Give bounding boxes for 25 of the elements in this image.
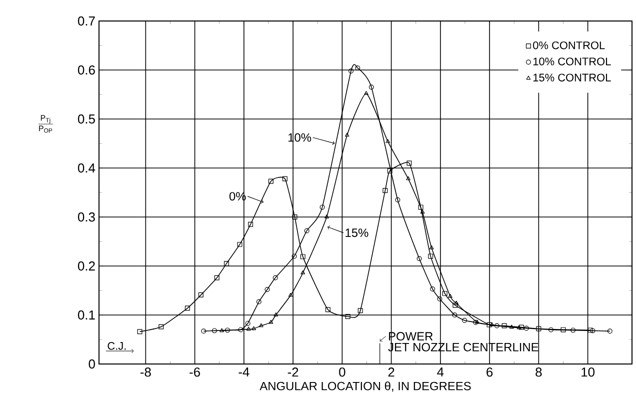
legend-label: 15% CONTROL (533, 74, 611, 82)
x-tick-label: -8 (140, 368, 151, 377)
x-tick-label: 6 (486, 368, 493, 377)
y-axis-title: $\frac{\mathrm{P}_{\mathrm{Tj}}}{\mathrm{P}_{\mathrm{OP}}}$ (38, 115, 53, 133)
x-tick-label: 8 (536, 368, 542, 377)
x-tick-label: -2 (288, 368, 298, 377)
x-tick-label: 2 (388, 368, 394, 377)
y-tick-label: 0.5 (78, 114, 95, 124)
x-tick-label: 0 (339, 368, 346, 377)
legend-label: 10% CONTROL (533, 58, 611, 66)
x-tick-label: -6 (190, 368, 200, 377)
y-tick-label: 0.4 (78, 163, 96, 173)
annotation: C.J. (108, 342, 126, 350)
x-axis-title: ANGULAR LOCATION θ, IN DEGREES (260, 382, 471, 392)
y-tick-label: 0.3 (78, 212, 95, 222)
y-tick-label: 0.6 (78, 65, 95, 75)
x-tick-label: 10 (582, 368, 594, 377)
y-tick-label: 0.1 (78, 310, 95, 320)
x-tick-label: 4 (437, 368, 444, 376)
y-tick-label: 0.2 (78, 261, 95, 271)
y-tick-label: 0 (88, 359, 95, 369)
y-tick-label: 0.7 (78, 16, 95, 26)
annotation: 15% (346, 228, 368, 237)
legend-label: 0% CONTROL (533, 41, 605, 50)
x-tick-label: -4 (238, 368, 250, 376)
